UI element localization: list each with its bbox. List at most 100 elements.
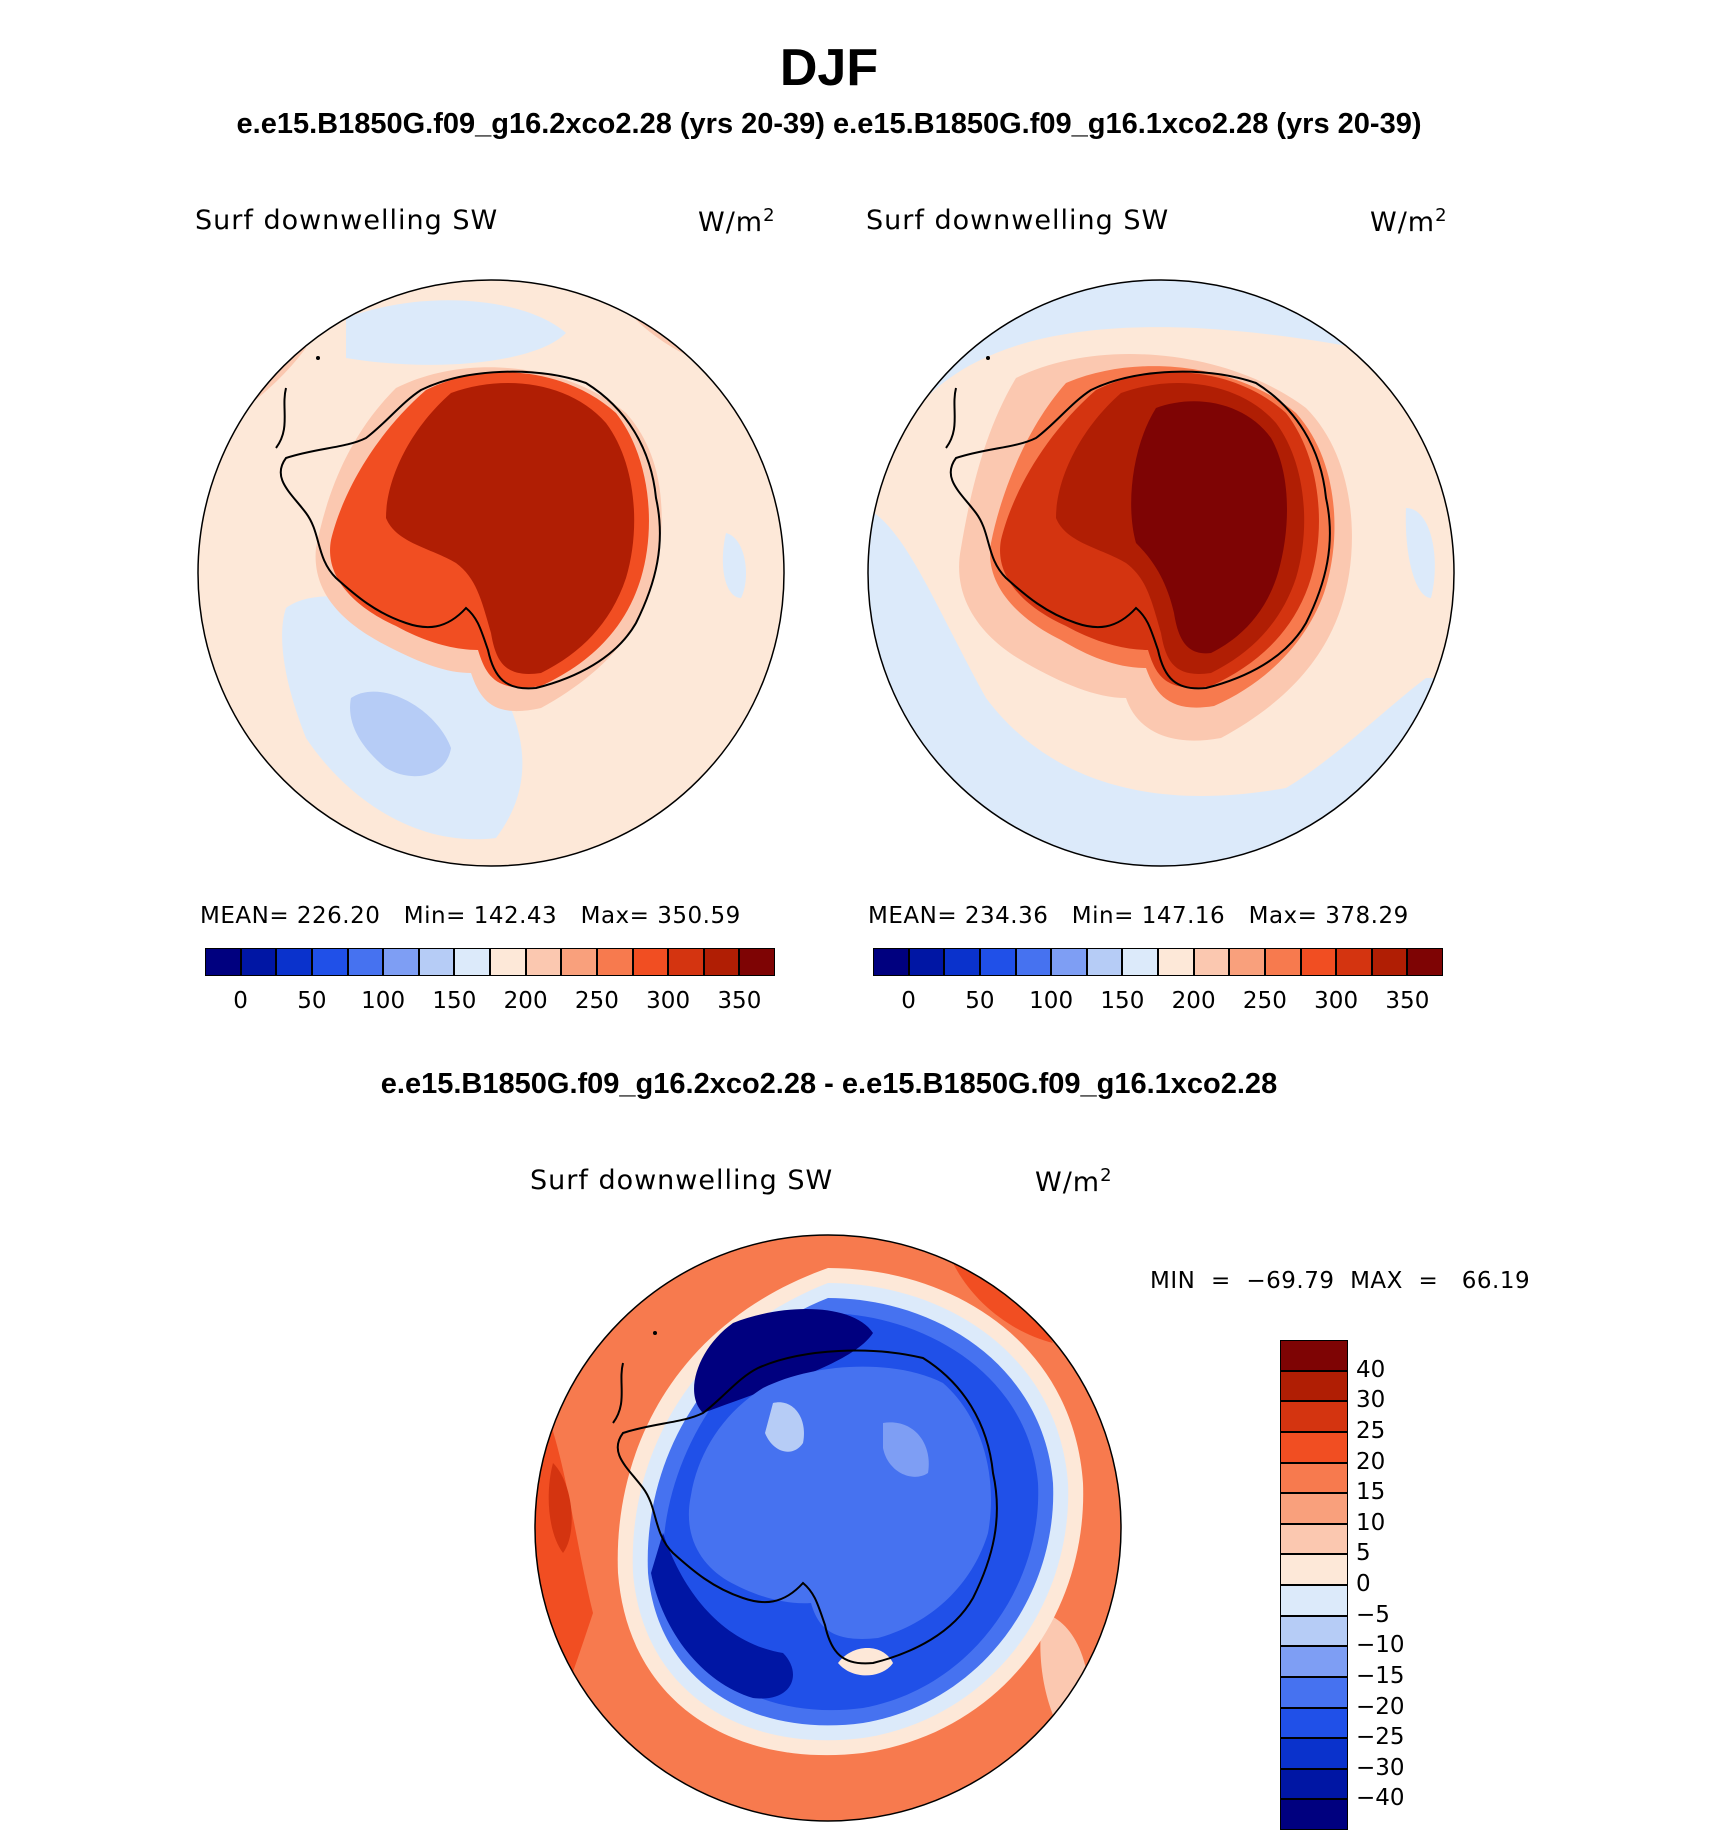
colorbar-tick-label: 150	[432, 988, 477, 1014]
colorbar-box	[1280, 1340, 1348, 1371]
colorbar-box	[1407, 948, 1443, 976]
colorbar-tick-label: 20	[1356, 1448, 1386, 1475]
map-1xco2	[867, 279, 1455, 867]
colorbar-tick-label: −25	[1356, 1724, 1405, 1751]
colorbar-box	[1015, 948, 1052, 976]
colorbar-box	[1371, 948, 1408, 976]
panel1-variable-label: Surf downwelling SW	[195, 205, 499, 236]
colorbar-box	[1158, 948, 1194, 976]
colorbar-tick-label: 0	[233, 988, 248, 1014]
map2-low-sw-band	[868, 280, 1454, 508]
colorbar-box	[908, 948, 945, 976]
map-difference	[534, 1234, 1122, 1822]
colorbar-box	[1280, 1370, 1348, 1402]
colorbar-box	[632, 948, 669, 976]
map1-peninsula-coastline	[275, 387, 287, 449]
colorbar-tick-label: 50	[297, 988, 327, 1014]
colorbar-box	[1280, 1462, 1348, 1494]
diff-colorbar-ticks: 40 30 25 20 15 10 5 0 −5 −10 −15 −20 −25 −30 −40	[1356, 1340, 1476, 1830]
colorbar-tick-label: −10	[1356, 1632, 1405, 1659]
map2-border	[867, 279, 1455, 867]
colorbar-box	[668, 948, 704, 976]
colorbar-box	[739, 948, 775, 976]
colorbar-box	[490, 948, 526, 976]
diff-negative-core	[651, 1533, 793, 1699]
panel2-units-label: W/m2	[1370, 205, 1448, 238]
map1-low-sw-core	[350, 691, 451, 777]
map2-low-sw-patch	[1405, 508, 1435, 598]
colorbar-tick-label: −40	[1356, 1785, 1405, 1812]
colorbar-box	[1280, 1646, 1348, 1677]
colorbar-tick-label: 350	[1385, 988, 1430, 1014]
map2-low-sw-band	[868, 508, 1454, 866]
diff-map-border	[534, 1234, 1122, 1822]
diff-minmax: MIN = −69.79 MAX = 66.19	[1150, 1268, 1531, 1294]
colorbar-tick-label: 25	[1356, 1417, 1386, 1444]
colorbar-tick-label: 50	[965, 988, 995, 1014]
colorbar-box	[1122, 948, 1158, 976]
diff-island	[653, 1331, 657, 1335]
colorbar-box	[1280, 1585, 1348, 1616]
colorbar-box	[596, 948, 633, 976]
colorbar-box	[1051, 948, 1087, 976]
colorbar-tick-label: 200	[1171, 988, 1216, 1014]
colorbar-box	[1300, 948, 1337, 976]
colorbar-box	[1336, 948, 1372, 976]
colorbar-box	[418, 948, 455, 976]
map1-island	[316, 356, 320, 360]
diff-colorbar	[1280, 1340, 1348, 1830]
colorbar-box	[311, 948, 348, 976]
colorbar-tick-label: 250	[574, 988, 619, 1014]
colorbar-box	[1193, 948, 1230, 976]
panel2-variable-label: Surf downwelling SW	[866, 205, 1170, 236]
map1-low-sw-patch	[346, 300, 566, 365]
diff-peninsula-coastline	[612, 1362, 624, 1424]
colorbar-box	[1280, 1493, 1348, 1524]
colorbar-box	[1280, 1554, 1348, 1585]
colorbar-box	[525, 948, 562, 976]
colorbar-tick-label: 250	[1242, 988, 1287, 1014]
diff-antarctica-coastline	[616, 1349, 998, 1665]
colorbar-box	[873, 948, 909, 976]
colorbar-tick-label: 200	[503, 988, 548, 1014]
colorbar-box	[240, 948, 277, 976]
colorbar-box	[1280, 1523, 1348, 1555]
colorbar-tick-label: −20	[1356, 1693, 1405, 1720]
diff-units-label: W/m2	[1035, 1165, 1113, 1198]
map2-island	[986, 356, 990, 360]
colorbar-box	[1280, 1676, 1348, 1708]
map2-peninsula-coastline	[945, 387, 957, 449]
difference-title: e.e15.B1850G.f09_g16.2xco2.28 - e.e15.B1…	[380, 1068, 1278, 1100]
colorbar-box	[703, 948, 740, 976]
panel1-colorbar	[205, 948, 775, 976]
diff-continent-weak	[765, 1402, 804, 1452]
diff-variable-label: Surf downwelling SW	[530, 1165, 834, 1196]
map-2xco2	[197, 279, 785, 867]
colorbar-box	[1280, 1707, 1348, 1739]
colorbar-box	[561, 948, 597, 976]
colorbar-box	[205, 948, 241, 976]
colorbar-box	[1280, 1768, 1348, 1800]
colorbar-box	[1280, 1738, 1348, 1769]
colorbar-box	[347, 948, 384, 976]
colorbar-box	[1264, 948, 1301, 976]
colorbar-tick-label: 0	[1356, 1571, 1371, 1597]
panel1-colorbar-ticks: 0 50 100 150 200 250 300 350	[205, 988, 775, 1018]
map2-antarctica-coastline	[949, 370, 1331, 690]
colorbar-box	[1280, 1431, 1348, 1463]
colorbar-box	[1086, 948, 1123, 976]
colorbar-tick-label: 5	[1356, 1540, 1371, 1567]
colorbar-tick-label: 150	[1100, 988, 1145, 1014]
panel2-colorbar-ticks: 0 50 100 150 200 250 300 350	[873, 988, 1443, 1018]
colorbar-box	[454, 948, 490, 976]
colorbar-tick-label: 300	[1314, 988, 1359, 1014]
diff-positive-strong	[953, 1263, 1053, 1343]
colorbar-tick-label: −5	[1356, 1601, 1390, 1628]
colorbar-tick-label: 100	[1029, 988, 1074, 1014]
case-subtitle: e.e15.B1850G.f09_g16.2xco2.28 (yrs 20-39…	[236, 108, 1422, 140]
map1-antarctica-coastline	[279, 370, 661, 690]
colorbar-box	[979, 948, 1016, 976]
diff-continent-weak	[883, 1422, 929, 1477]
colorbar-tick-label: 10	[1356, 1509, 1386, 1536]
colorbar-tick-label: 350	[717, 988, 762, 1014]
